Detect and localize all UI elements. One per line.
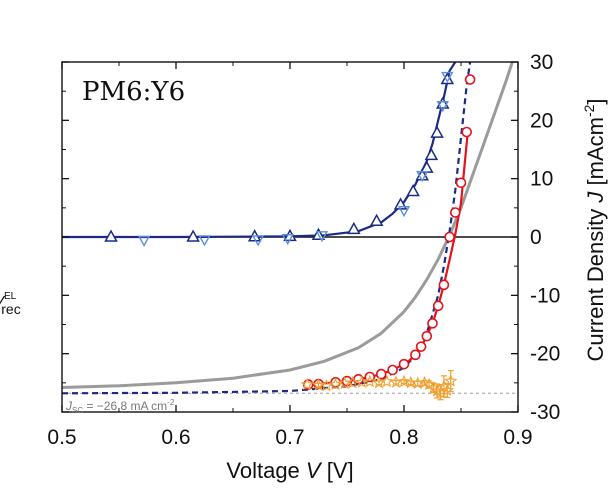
orange-star-marker [363,374,377,388]
red-circle-marker [438,279,450,291]
red-circle-marker [461,126,473,138]
panel-label: PM6:Y6 [82,77,185,107]
red-circle-marker [410,349,421,361]
orange-star-marker [444,374,458,387]
red-circle-marker [455,177,467,189]
orange-star-marker [319,378,334,392]
y-tick-label: -30 [530,401,560,424]
navy-triangle-marker [430,125,444,138]
red-circle-marker [387,364,398,376]
light-blue-triangle-marker [137,235,151,247]
series-navy-dark-j-v-line [62,62,457,239]
light-blue-triangle-marker [281,234,294,246]
y-axis-title: Current Density J [mAcm-2] [581,98,608,361]
series-red-light-j-v-line [308,131,469,386]
orange-star-marker [300,377,314,391]
red-circle-marker [432,300,444,312]
red-circle-marker [444,231,455,243]
navy-triangle-marker [104,229,118,242]
series-dashed-fit-line [62,62,472,395]
orange-star-marker [397,374,411,388]
x-axis-title: Voltage V [V] [226,458,353,483]
marker-layer [104,71,476,401]
x-tick-label: 0.6 [161,426,190,449]
red-circle-marker [449,207,461,218]
red-circle-marker [427,318,438,329]
red-circle-marker [464,74,476,85]
ticks-layer: 0.5 0.6 0.7 0.8 0.9 30 20 10 0 -10 -20 -30 [47,51,560,449]
y-tick-label: 30 [530,51,553,74]
y-tick-label: -20 [530,343,560,366]
light-blue-triangle-marker [198,235,211,247]
red-circle-marker [398,358,410,370]
red-circle-marker [415,341,427,352]
red-circle-marker [375,368,387,380]
orange-star-marker [410,376,425,390]
orange-star-marker [311,378,326,391]
navy-triangle-marker [406,183,420,197]
light-blue-triangle-marker [397,206,411,218]
navy-triangle-marker [186,229,200,242]
orange-star-marker [329,377,343,391]
light-blue-triangle-marker [441,71,454,84]
x-tick-label: 0.8 [389,426,418,449]
light-blue-triangle-marker [436,101,449,113]
x-tick-label: 0.9 [503,426,532,449]
light-blue-triangle-marker [251,235,265,247]
jsc-annotation: JSC = −26.8 mA cm-2 [65,398,175,415]
cut-off-left-label: VELrec [0,291,21,317]
red-circle-marker [421,330,433,342]
y-tick-label: -10 [530,284,560,307]
series-layer [62,62,514,395]
light-blue-triangle-marker [416,171,429,183]
navy-triangle-marker [347,221,361,235]
y-tick-label: 10 [530,168,553,191]
navy-triangle-marker [369,213,384,226]
navy-triangle-marker [424,147,439,161]
y-tick-label: 0 [530,226,542,249]
light-blue-triangle-marker [315,231,329,243]
y-tick-label: 20 [530,109,553,132]
x-tick-label: 0.5 [47,426,76,449]
series-gray-ideal-curve-line [62,62,514,389]
orange-star-marker [380,374,394,388]
navy-triangle-marker [440,71,455,85]
x-tick-label: 0.7 [275,426,304,449]
